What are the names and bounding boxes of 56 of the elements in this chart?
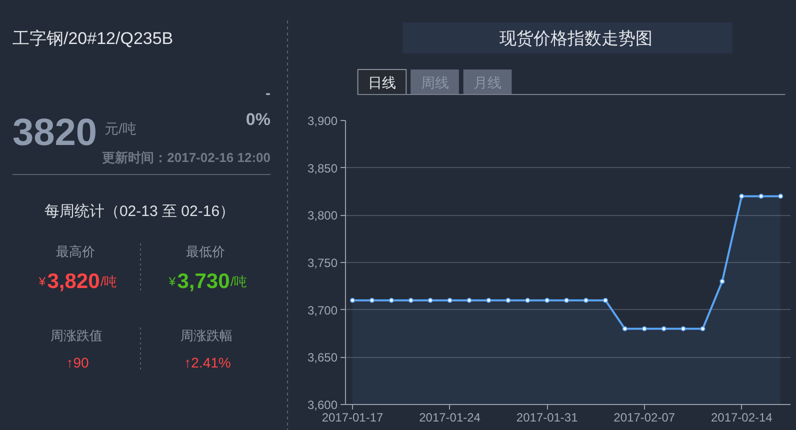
point	[564, 298, 570, 303]
text: 3,820	[47, 270, 100, 293]
point	[350, 298, 356, 303]
y-tick-label: 3,650	[307, 350, 338, 365]
text: 3,730	[177, 270, 230, 293]
text: ↑90	[66, 354, 89, 370]
point	[544, 298, 550, 303]
point	[720, 278, 725, 284]
text: 周涨跌幅	[180, 328, 232, 343]
y-tick-label: 3,900	[307, 114, 338, 128]
text: 最低价	[186, 244, 225, 259]
y-tick-label: 3,700	[307, 303, 338, 318]
point	[447, 298, 452, 303]
x-tick-label: 2017-02-14	[710, 410, 773, 424]
point	[525, 298, 530, 303]
chart-title: 现货价格指数走势图	[499, 29, 652, 48]
text: ¥	[168, 274, 176, 288]
point	[428, 298, 433, 303]
point	[778, 194, 784, 199]
point	[622, 326, 628, 332]
x-tick-label: 2017-01-24	[419, 410, 481, 424]
text: 最高价	[56, 244, 95, 259]
y-tick-label: 3,850	[307, 161, 338, 176]
text: 每周统计（02-13 至 02-16）	[44, 203, 235, 220]
point	[388, 298, 394, 303]
point	[369, 298, 374, 303]
text: 工字钢/20#12/Q235B	[12, 29, 174, 48]
text: 3820	[12, 112, 98, 154]
point	[466, 298, 472, 303]
y-tick-label: 3,750	[307, 256, 338, 270]
point	[584, 298, 588, 303]
point	[506, 298, 511, 303]
point	[680, 326, 686, 332]
point	[661, 326, 666, 332]
text: ↑2.41%	[184, 354, 231, 370]
point	[739, 194, 744, 199]
text: 0%	[246, 110, 271, 129]
text: /吨	[230, 274, 248, 289]
y-tick-label: 3,800	[307, 208, 338, 223]
text: 元/吨	[104, 120, 136, 136]
x-tick-label: 2017-01-17	[322, 410, 384, 424]
point	[486, 298, 492, 303]
text: 日线	[368, 74, 396, 90]
text: ¥	[38, 274, 46, 288]
text: 更新时间：2017-02-16 12:00	[102, 150, 270, 165]
text: 周涨跌值	[50, 328, 102, 343]
point	[700, 326, 706, 332]
point	[642, 326, 647, 332]
text: /吨	[100, 274, 118, 289]
text: -	[266, 85, 271, 102]
x-tick-label: 2017-02-07	[614, 410, 676, 424]
point	[602, 298, 608, 303]
point	[408, 298, 414, 303]
x-tick-label: 2017-01-31	[516, 410, 578, 424]
point	[758, 194, 764, 199]
y-tick-label: 3,600	[307, 398, 338, 412]
